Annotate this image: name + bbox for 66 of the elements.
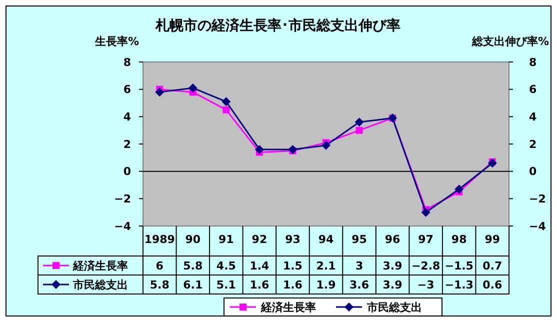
x-tick-label: 98 [451,233,467,246]
data-label: 0.6 [482,278,502,292]
x-tick-label: 97 [418,233,434,246]
data-label: 0.7 [482,259,502,272]
data-label: 1.6 [250,278,270,292]
data-label: 5.1 [216,278,236,292]
point [322,140,330,150]
data-label: 1.6 [282,278,303,292]
x-tick-label: 94 [318,233,334,246]
y2-tick-label: 4 [529,110,537,124]
y2-tick-label: −4 [529,220,546,233]
x-tick-label: 1989 [144,233,175,246]
point [288,144,298,154]
data-label: 1.9 [316,278,336,292]
chart-title: 札幌市の経済生長率･市民総支出伸び率 [154,17,400,34]
data-label: −3 [417,278,434,292]
x-tick-label: 90 [185,233,201,246]
data-label: 6 [156,259,164,272]
y-tick-label: 8 [123,56,131,69]
data-label: 1.5 [282,259,302,272]
x-tick-label: 96 [384,233,401,246]
y2-tick-label: −2 [529,192,546,206]
point [488,158,497,168]
x-tick-label: 91 [218,233,234,246]
data-label: 2.1 [316,259,336,272]
point [356,126,363,134]
data-label: 1.4 [250,259,270,272]
point [254,144,264,154]
data-label: 4.5 [216,259,236,272]
data-label: −1.5 [444,259,474,272]
y-tick-label: 6 [123,83,132,96]
x-tick-label: 99 [484,233,500,246]
point [155,88,164,97]
data-label: 3.9 [382,278,402,292]
x-tick-label: 93 [285,233,300,246]
y2-tick-label: 0 [529,165,537,178]
data-label: 3.9 [382,259,402,272]
y2-tick-label: 8 [529,56,537,69]
y-tick-label: 0 [123,165,132,178]
y-tick-label: −2 [114,192,131,206]
data-label: 5.8 [183,259,203,272]
data-label: 3 [355,259,364,272]
point [454,184,464,194]
x-tick-label: 95 [352,233,367,246]
x-tick-label: 92 [252,233,268,246]
text: 市民総支出 [367,300,422,314]
y-tick-label: −4 [114,220,132,233]
point [222,106,230,114]
data-label: 5.8 [150,278,170,292]
y2-tick-label: 6 [529,83,537,96]
data-label: −1.3 [444,278,474,292]
legend-label: 市民総支出 [72,278,128,292]
text: 経済生長率 [261,300,316,314]
legend-label: 経済生長率 [72,259,128,272]
data-label: 6.1 [183,278,203,292]
y2-tick-label: 2 [529,138,537,151]
point [222,97,231,106]
point [421,208,430,217]
y-tick-label: 2 [123,138,131,151]
data-label: −2.8 [411,259,440,272]
y2-axis-title: 総支出伸び率% [470,35,549,48]
y-axis-title: 生長率% [94,35,140,48]
point [188,83,198,92]
point [354,118,364,127]
data-label: 3.6 [350,278,370,292]
y-tick-label: 4 [123,110,132,124]
